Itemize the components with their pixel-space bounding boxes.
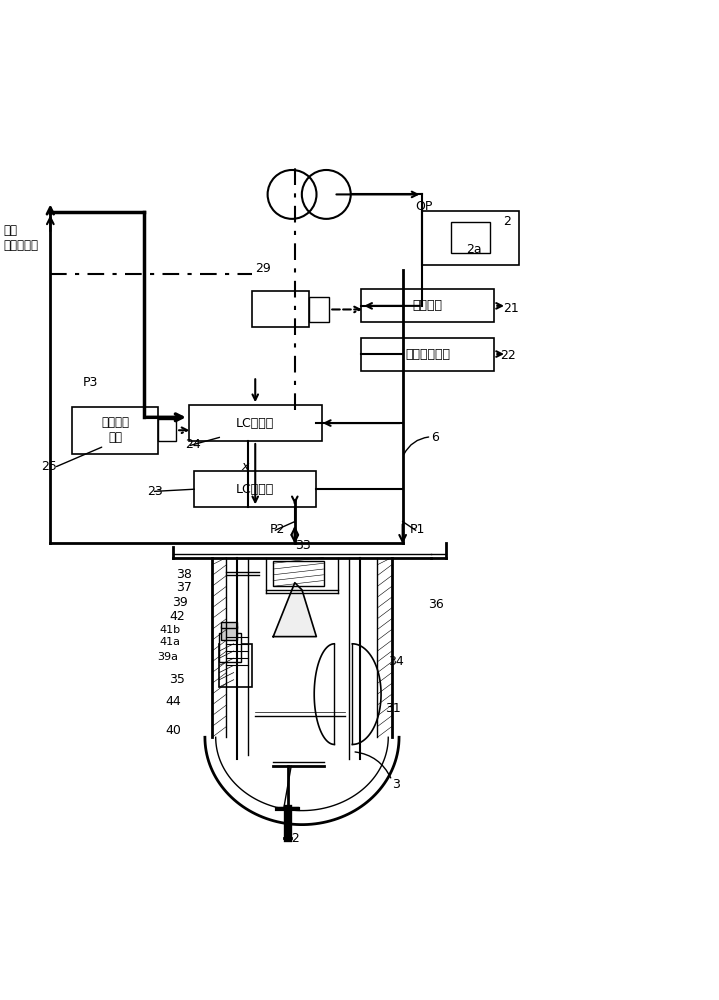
Text: 主调节阀: 主调节阀 bbox=[413, 299, 443, 312]
Text: x: x bbox=[241, 460, 248, 473]
Text: P1: P1 bbox=[410, 523, 425, 536]
Text: 35: 35 bbox=[169, 673, 185, 686]
Text: 37: 37 bbox=[176, 581, 192, 594]
Text: 线性电磁
线圈: 线性电磁 线圈 bbox=[101, 416, 129, 444]
FancyBboxPatch shape bbox=[188, 405, 321, 441]
Bar bbox=[273, 561, 324, 586]
Text: 3: 3 bbox=[392, 778, 400, 791]
Bar bbox=[219, 633, 241, 662]
Text: 2: 2 bbox=[503, 215, 511, 228]
Text: 21: 21 bbox=[503, 302, 519, 315]
Text: 29: 29 bbox=[255, 262, 271, 275]
Text: 排出
向油冷却器: 排出 向油冷却器 bbox=[4, 224, 39, 252]
Text: 36: 36 bbox=[428, 598, 444, 611]
Text: 32: 32 bbox=[284, 832, 300, 845]
Text: 25: 25 bbox=[41, 460, 57, 473]
Text: 39: 39 bbox=[173, 596, 188, 609]
Bar bbox=[423, 211, 519, 265]
Text: 23: 23 bbox=[147, 485, 163, 498]
Text: 22: 22 bbox=[500, 349, 516, 362]
Bar bbox=[158, 419, 176, 441]
Text: 41b: 41b bbox=[160, 625, 180, 635]
Text: 38: 38 bbox=[176, 568, 192, 581]
Text: P2: P2 bbox=[270, 523, 285, 536]
Bar bbox=[451, 222, 490, 253]
Text: OP: OP bbox=[416, 200, 433, 213]
Text: 变矩器调压阀: 变矩器调压阀 bbox=[406, 348, 450, 361]
Text: 6: 6 bbox=[431, 431, 439, 444]
Text: 41a: 41a bbox=[160, 637, 180, 647]
Text: LC换档阀: LC换档阀 bbox=[236, 483, 275, 496]
Text: 24: 24 bbox=[186, 438, 201, 451]
Bar bbox=[309, 297, 329, 322]
FancyBboxPatch shape bbox=[72, 407, 158, 454]
Text: 44: 44 bbox=[165, 695, 181, 708]
Text: 34: 34 bbox=[388, 655, 404, 668]
Text: LC控制阀: LC控制阀 bbox=[236, 417, 275, 430]
Polygon shape bbox=[273, 583, 316, 637]
Text: 31: 31 bbox=[385, 702, 400, 715]
Text: P3: P3 bbox=[83, 376, 98, 389]
Text: 39a: 39a bbox=[157, 652, 178, 662]
Text: 42: 42 bbox=[169, 610, 185, 623]
Text: 2a: 2a bbox=[466, 243, 482, 256]
Bar bbox=[221, 622, 237, 628]
Text: 40: 40 bbox=[165, 724, 181, 737]
FancyBboxPatch shape bbox=[194, 471, 316, 507]
Bar bbox=[252, 291, 309, 327]
Bar bbox=[221, 626, 237, 640]
FancyBboxPatch shape bbox=[361, 289, 495, 322]
Text: 33: 33 bbox=[295, 539, 311, 552]
Bar bbox=[219, 644, 252, 687]
FancyBboxPatch shape bbox=[361, 338, 495, 371]
